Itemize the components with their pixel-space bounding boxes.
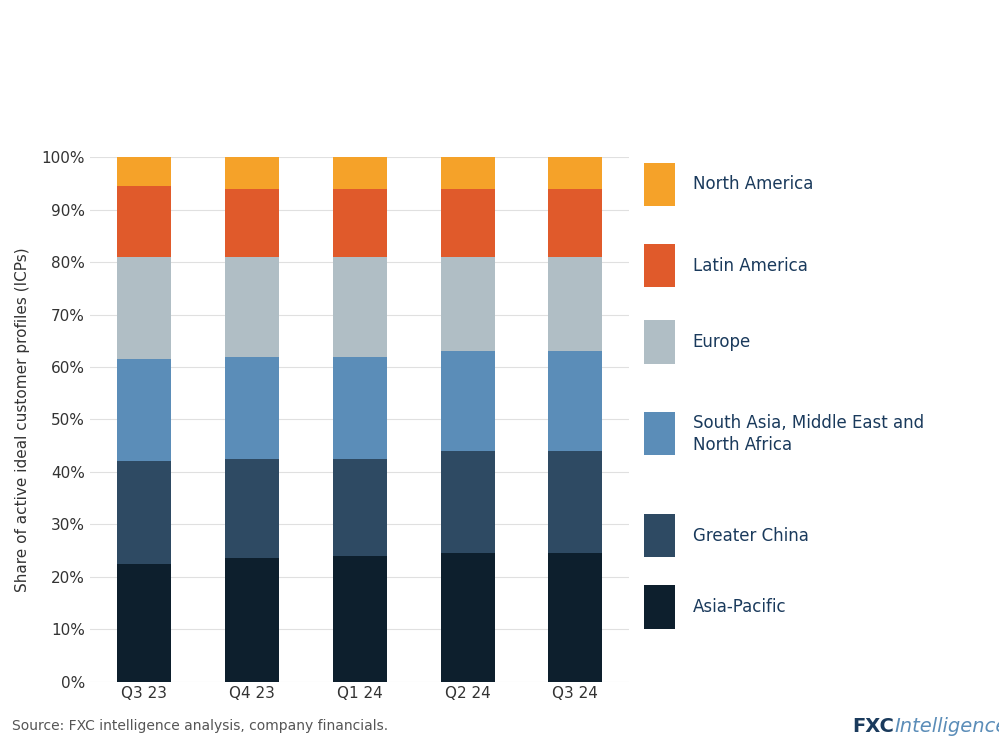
Bar	[644, 585, 675, 628]
Bar	[441, 451, 495, 553]
Bar	[117, 157, 171, 187]
Bar	[548, 451, 602, 553]
Bar	[644, 321, 675, 364]
Bar	[333, 257, 387, 357]
Y-axis label: Share of active ideal customer profiles (ICPs): Share of active ideal customer profiles …	[15, 247, 30, 592]
Bar	[333, 157, 387, 189]
Bar	[117, 187, 171, 257]
Text: Europe: Europe	[692, 333, 751, 351]
Text: APAC remains significant to Payoneer’s ICP strategy: APAC remains significant to Payoneer’s I…	[12, 25, 791, 52]
Bar	[333, 556, 387, 682]
Text: Asia-Pacific: Asia-Pacific	[692, 598, 786, 616]
Bar	[333, 189, 387, 257]
Bar	[548, 189, 602, 257]
Bar	[333, 357, 387, 458]
Text: North America: North America	[692, 175, 813, 193]
Bar	[225, 357, 279, 458]
Bar	[441, 189, 495, 257]
Bar	[225, 189, 279, 257]
Text: Greater China: Greater China	[692, 527, 808, 545]
Bar	[225, 157, 279, 189]
Text: Latin America: Latin America	[692, 257, 807, 275]
Bar	[644, 244, 675, 288]
Bar	[441, 157, 495, 189]
Text: Intelligence: Intelligence	[894, 717, 999, 736]
Bar	[644, 163, 675, 206]
Bar	[548, 351, 602, 451]
Bar	[441, 257, 495, 351]
Bar	[441, 351, 495, 451]
Bar	[548, 257, 602, 351]
Bar	[117, 563, 171, 682]
Bar	[117, 461, 171, 563]
Bar	[225, 458, 279, 559]
Bar	[225, 257, 279, 357]
Bar	[333, 458, 387, 556]
Bar	[441, 553, 495, 682]
Bar	[548, 553, 602, 682]
Text: Payoneer share of active ideal customer profiles (ICPs) by region, 2023-2024: Payoneer share of active ideal customer …	[12, 79, 683, 97]
Text: South Asia, Middle East and
North Africa: South Asia, Middle East and North Africa	[692, 414, 924, 454]
Text: FXC: FXC	[852, 717, 894, 736]
Bar	[117, 360, 171, 461]
Bar	[548, 157, 602, 189]
Bar	[225, 559, 279, 682]
Bar	[644, 412, 675, 455]
Text: Source: FXC intelligence analysis, company financials.: Source: FXC intelligence analysis, compa…	[12, 718, 389, 733]
Bar	[644, 514, 675, 557]
Bar	[117, 257, 171, 360]
